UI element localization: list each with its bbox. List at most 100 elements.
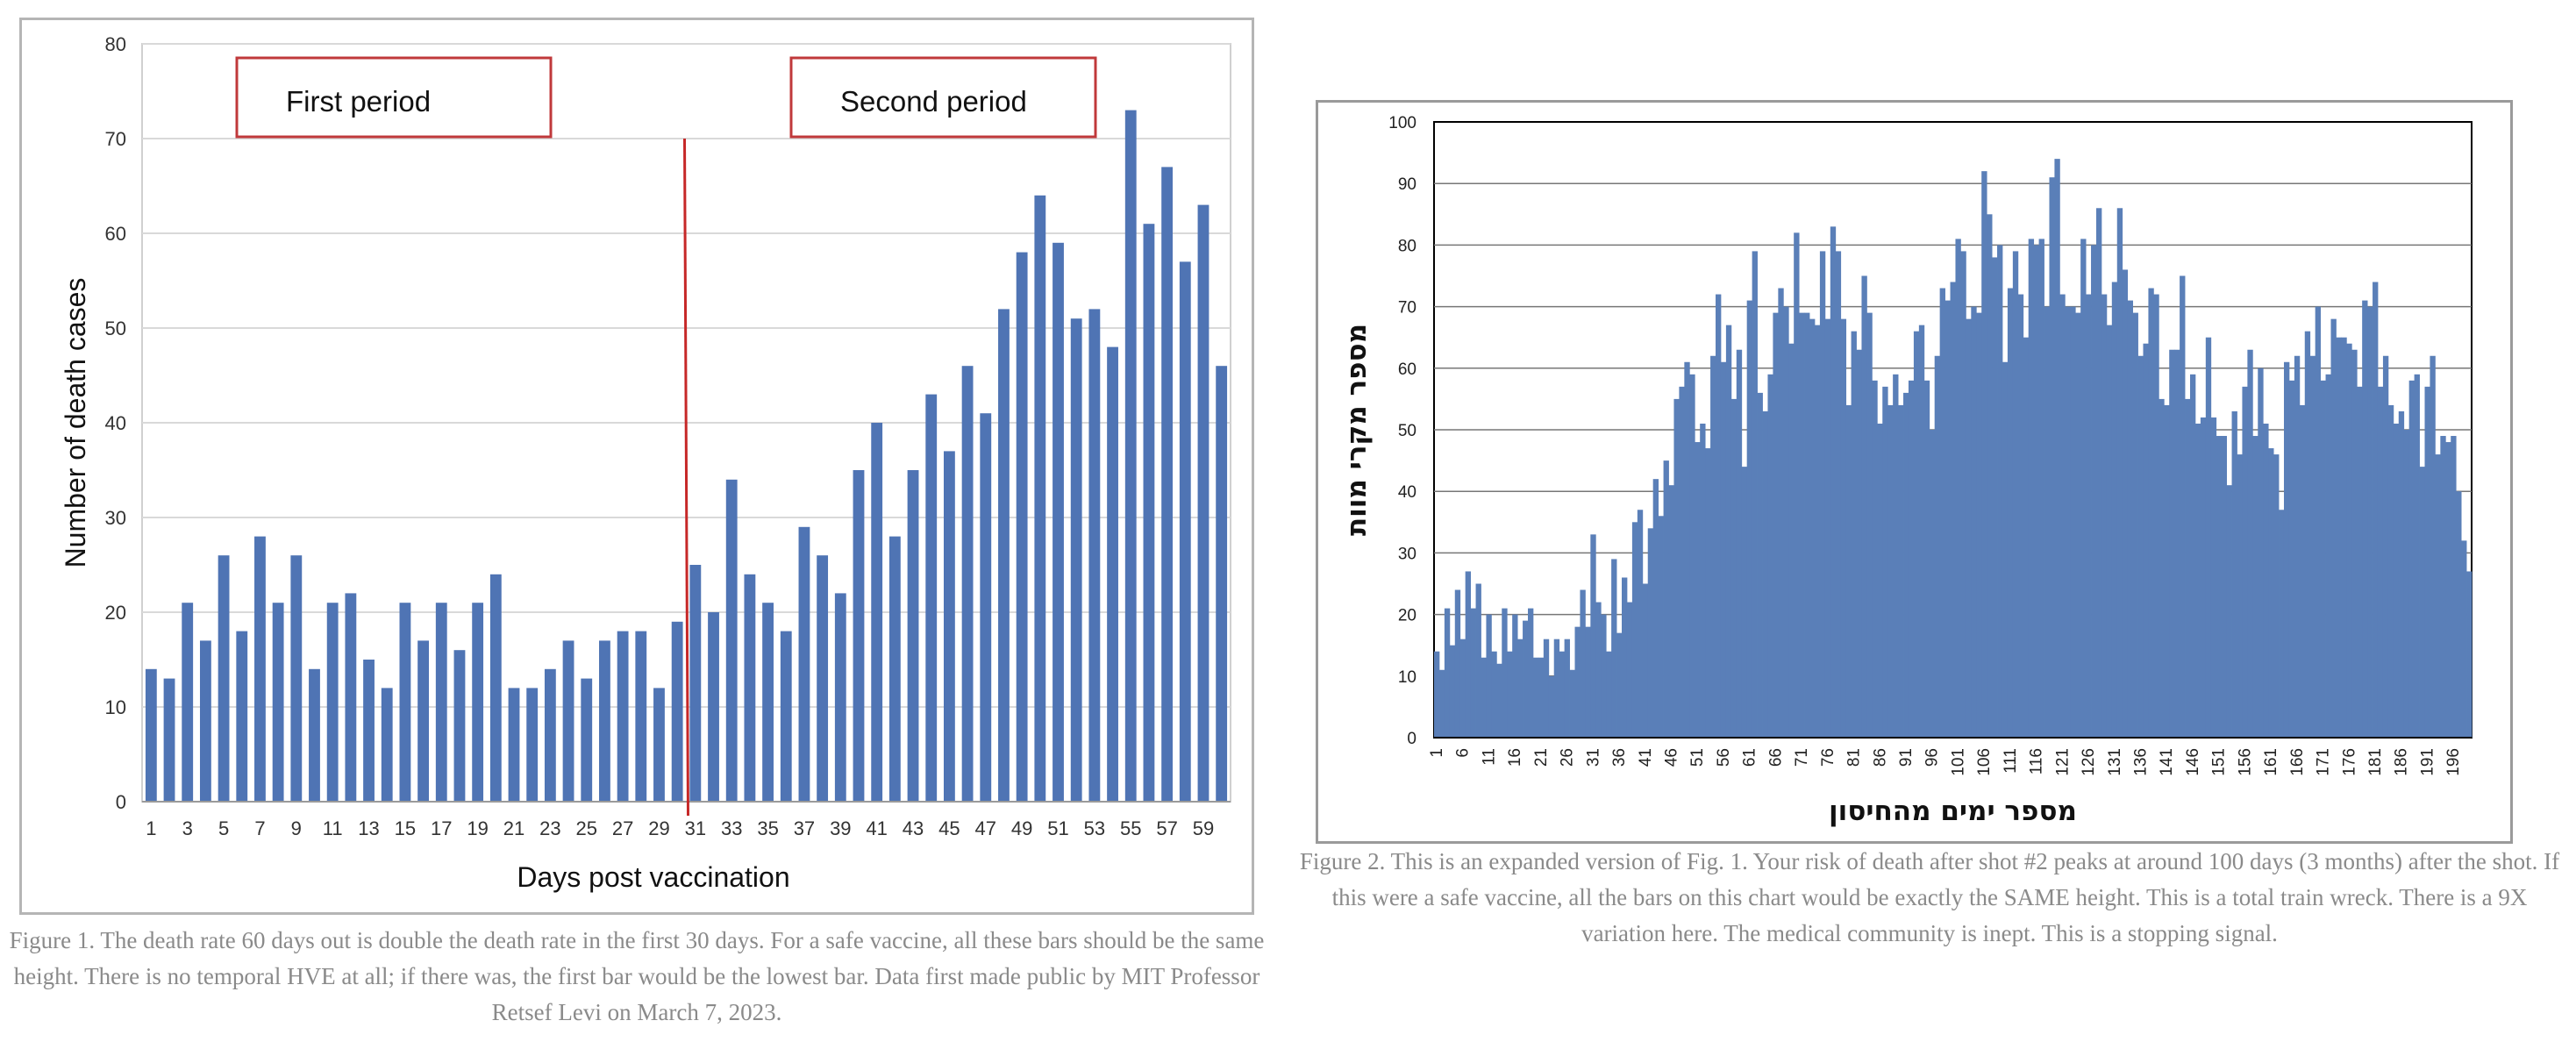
- bar: [1564, 639, 1570, 738]
- bar: [689, 565, 702, 802]
- bar: [980, 413, 992, 802]
- x-tick-label: 36: [1610, 748, 1629, 767]
- bar: [1107, 346, 1118, 803]
- bar: [1814, 325, 1821, 738]
- y-tick-label: 60: [105, 223, 126, 245]
- bar: [1716, 294, 1722, 738]
- bar: [2116, 208, 2123, 738]
- bar: [1720, 361, 1727, 738]
- x-tick-label: 76: [1819, 748, 1837, 767]
- annotation-box: [789, 56, 1097, 139]
- bar: [943, 451, 955, 802]
- bar: [1746, 300, 1753, 738]
- bar: [1804, 312, 1810, 738]
- bar: [2194, 423, 2201, 738]
- x-tick-label: 11: [323, 817, 343, 839]
- bar: [363, 660, 375, 802]
- x-tick-label: 53: [1084, 817, 1105, 839]
- bar: [1987, 214, 1993, 739]
- bar: [2169, 349, 2175, 738]
- bar: [2377, 386, 2384, 738]
- x-tick-label: 31: [685, 817, 706, 839]
- bar: [1543, 639, 1550, 738]
- bar: [2122, 269, 2129, 738]
- bar: [1845, 404, 1852, 738]
- y-tick-label: 20: [105, 602, 126, 624]
- bar: [1496, 663, 1502, 738]
- bar: [1523, 620, 1529, 738]
- x-tick-label: 61: [1741, 748, 1759, 767]
- bar: [2044, 306, 2050, 738]
- bar: [1767, 374, 1773, 738]
- bar: [888, 536, 901, 802]
- x-tick-label: 86: [1871, 748, 1889, 767]
- x-tick-label: 141: [2158, 748, 2176, 776]
- bar: [2362, 300, 2368, 738]
- x-tick-label: 166: [2288, 748, 2307, 776]
- bar: [2466, 571, 2473, 738]
- bar: [1626, 602, 1633, 738]
- x-tick-label: 9: [291, 817, 302, 839]
- x-tick-label: 71: [1793, 748, 1811, 767]
- y-tick-label: 10: [105, 696, 126, 718]
- bar: [1663, 460, 1669, 738]
- bar: [2242, 386, 2248, 738]
- bar: [182, 603, 194, 802]
- bar: [1016, 252, 1028, 803]
- bar: [2137, 355, 2144, 738]
- bar: [2174, 349, 2180, 738]
- bar: [381, 688, 393, 802]
- bar: [1673, 398, 1680, 738]
- bar: [2023, 337, 2030, 738]
- bar: [2101, 294, 2108, 738]
- bar: [2086, 294, 2092, 738]
- bar: [1053, 242, 1064, 802]
- x-tick-label: 11: [1480, 748, 1498, 766]
- bar: [1944, 300, 1951, 738]
- bar: [1585, 626, 1591, 738]
- bar: [2393, 423, 2400, 738]
- bar: [1835, 251, 1842, 738]
- bar: [1517, 639, 1523, 738]
- bar: [2012, 251, 2019, 738]
- bar: [1872, 380, 1878, 738]
- bar: [1893, 374, 1899, 738]
- bar: [1647, 528, 1654, 738]
- x-tick-label: 41: [866, 817, 887, 839]
- bar: [2143, 343, 2149, 738]
- figure-2-chart: 0 10 20 30 40 50 60 70 80 90 100 1 6 11 16 21 26 31 36 41 46…: [1316, 100, 2513, 844]
- x-tick-label: 26: [1559, 748, 1577, 767]
- bar: [1736, 349, 1743, 738]
- bar: [2231, 410, 2237, 738]
- bar: [925, 394, 938, 802]
- y-tick-label: 50: [105, 318, 126, 339]
- bar: [2148, 288, 2154, 738]
- bar: [1955, 239, 1961, 738]
- bar: [1971, 306, 1977, 738]
- bar: [2294, 355, 2301, 738]
- y-tick-label: 70: [105, 128, 126, 150]
- bar: [2237, 454, 2243, 738]
- bar: [1444, 608, 1451, 738]
- bar: [2226, 485, 2232, 738]
- bar: [1788, 343, 1795, 738]
- bar: [1197, 204, 1210, 803]
- bar: [1652, 479, 1659, 738]
- x-tick-label: 21: [1532, 748, 1551, 767]
- bar: [1960, 251, 1966, 738]
- bar: [1616, 632, 1623, 738]
- bar: [1981, 171, 1987, 738]
- bar: [2132, 312, 2138, 738]
- bar: [1124, 110, 1137, 803]
- bar: [562, 640, 574, 802]
- bar: [2351, 349, 2358, 738]
- x-tick-label: 51: [1688, 748, 1707, 767]
- bar: [1580, 589, 1586, 738]
- x-tick-label: 39: [830, 817, 851, 839]
- bar: [907, 470, 919, 802]
- bar: [1622, 577, 1628, 738]
- bar: [671, 621, 683, 802]
- bar: [1877, 423, 1883, 738]
- figure-1-chart: 0 10 20 30 40 50 60 70 80 1 3 5 7 9 11 13 15 17 19 21 23 25 27…: [19, 18, 1254, 915]
- annotation-box: [235, 56, 553, 139]
